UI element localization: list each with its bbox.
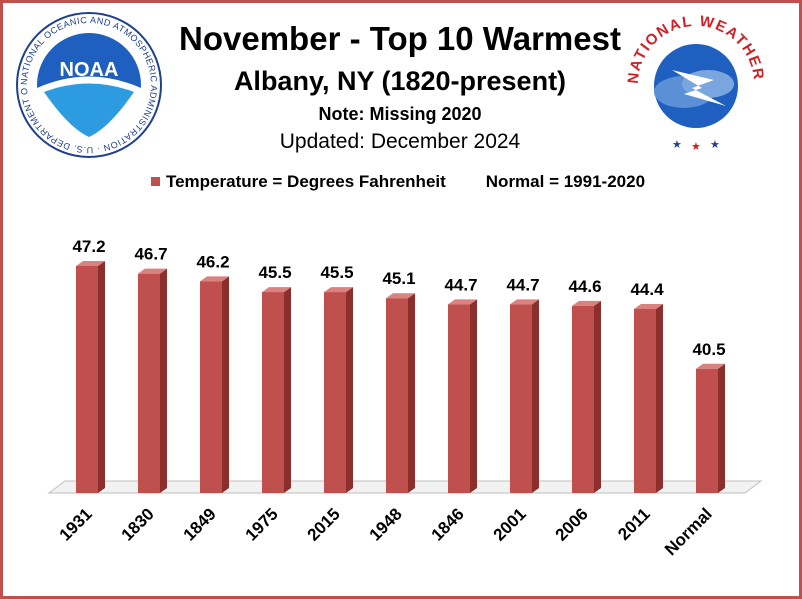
noaa-logo: NATIONAL OCEANIC AND ATMOSPHERIC ADMINIS… — [14, 10, 162, 158]
bar — [76, 266, 98, 493]
bar-side — [98, 261, 105, 493]
bar-top — [572, 300, 601, 306]
x-tick-label: 1849 — [180, 504, 220, 544]
bar — [696, 368, 718, 493]
bar — [138, 273, 160, 493]
x-tick-label: 2011 — [614, 504, 654, 544]
bar-side — [718, 363, 725, 493]
x-tick-label: 1830 — [118, 504, 158, 544]
bar-side — [470, 299, 477, 493]
x-tick-label: 2001 — [490, 504, 530, 544]
bar-side — [408, 293, 415, 493]
legend-swatch — [150, 177, 160, 186]
nws-logo: NATIONAL WEATHER SERVICE ★ ★ ★ — [622, 10, 766, 153]
x-tick-label: 1948 — [366, 504, 406, 544]
bar-top — [696, 363, 725, 369]
x-tick-label: 1931 — [56, 504, 96, 544]
bar-top — [324, 287, 353, 293]
bar — [386, 298, 408, 493]
data-label: 44.4 — [630, 280, 664, 299]
data-label: 46.2 — [196, 252, 229, 271]
bar-side — [160, 268, 167, 493]
bar-top — [386, 293, 415, 299]
bar-top — [262, 287, 291, 293]
chart-subtitle: Albany, NY (1820-present) — [233, 66, 567, 96]
svg-text:★: ★ — [710, 138, 720, 151]
bar-top — [634, 303, 663, 309]
bar-side — [346, 287, 353, 493]
data-label: 44.6 — [568, 277, 601, 296]
chart-legend: Temperature = Degrees Fahrenheit Normal =… — [0, 172, 796, 192]
bar-side — [284, 287, 291, 493]
x-tick-label: 1975 — [242, 504, 282, 544]
data-label: 45.1 — [382, 269, 415, 288]
chart-updated: Updated: December 2024 — [279, 130, 521, 153]
bar-side — [656, 303, 663, 493]
x-tick-label: Normal — [661, 504, 716, 559]
bar — [262, 292, 284, 493]
bar — [324, 292, 346, 493]
svg-text:★: ★ — [691, 140, 701, 153]
legend-series-label: Temperature = Degrees Fahrenheit — [165, 172, 446, 191]
data-label: 47.2 — [72, 237, 105, 256]
x-tick-label: 2006 — [552, 504, 592, 544]
bar — [634, 308, 656, 493]
data-label: 45.5 — [320, 263, 353, 282]
bar-side — [594, 300, 601, 493]
chart-title: November - Top 10 Warmest — [179, 20, 621, 57]
bar-top — [448, 299, 477, 305]
bar-top — [138, 268, 167, 274]
bar-top — [76, 261, 105, 266]
chart-note: Note: Missing 2020 — [318, 104, 482, 124]
bar — [572, 305, 594, 493]
bar-top — [200, 276, 229, 282]
bar-top — [510, 299, 539, 305]
bar-side — [222, 276, 229, 493]
bar — [200, 281, 222, 493]
bar — [510, 304, 532, 493]
data-label: 46.7 — [134, 245, 167, 264]
noaa-logo-text: NOAA — [60, 59, 119, 81]
data-label: 44.7 — [506, 275, 539, 294]
data-label: 40.5 — [692, 340, 725, 359]
x-tick-label: 2015 — [304, 504, 344, 544]
svg-text:★: ★ — [672, 138, 682, 151]
data-label: 44.7 — [444, 275, 477, 294]
legend-normal-label: Normal = 1991-2020 — [485, 172, 646, 191]
bar — [448, 304, 470, 493]
x-tick-label: 1846 — [428, 504, 468, 544]
bar-side — [532, 299, 539, 493]
data-label: 45.5 — [258, 263, 291, 282]
